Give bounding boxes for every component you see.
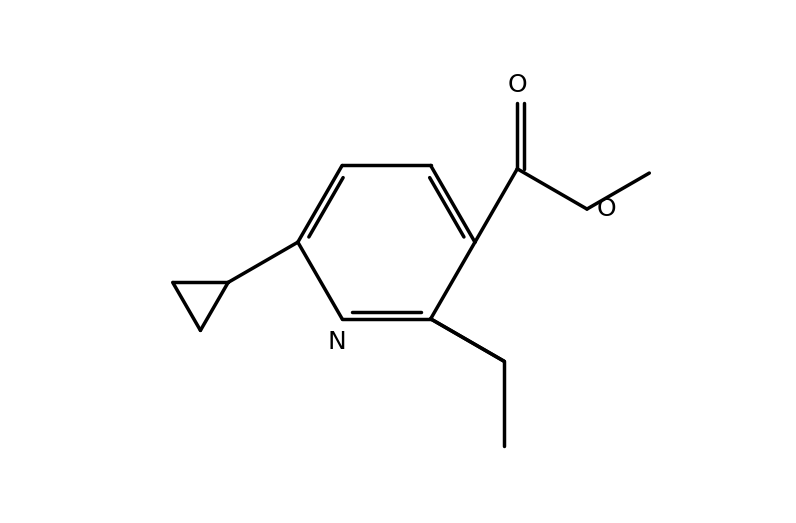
- Text: N: N: [327, 331, 346, 355]
- Text: O: O: [596, 197, 616, 221]
- Text: O: O: [508, 73, 527, 97]
